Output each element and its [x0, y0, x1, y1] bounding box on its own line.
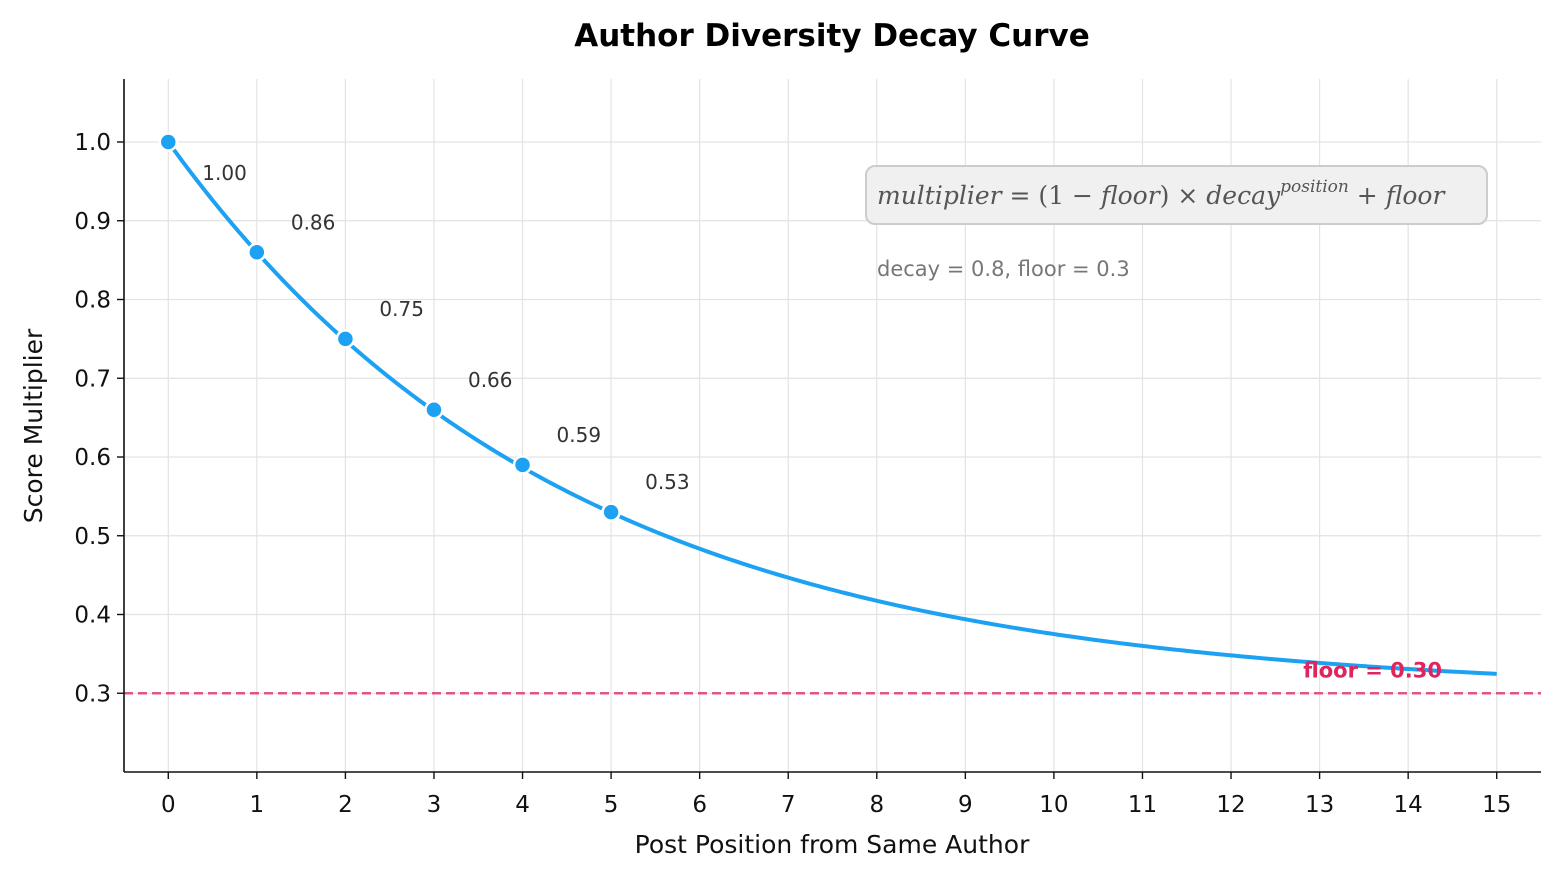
- data-point: [601, 502, 621, 522]
- x-tick-label: 11: [1128, 792, 1157, 818]
- x-tick-label: 13: [1305, 792, 1334, 818]
- y-tick-label: 0.3: [74, 681, 111, 707]
- y-tick-label: 0.6: [74, 445, 111, 471]
- x-tick-label: 0: [161, 792, 176, 818]
- x-tick-label: 6: [692, 792, 707, 818]
- formula-text: multiplier = (1 − floor) × decayposition…: [877, 177, 1446, 210]
- data-label: 0.53: [645, 470, 690, 494]
- params-text: decay = 0.8, floor = 0.3: [877, 257, 1130, 281]
- x-tick-label: 14: [1394, 792, 1423, 818]
- x-axis-title: Post Position from Same Author: [635, 830, 1030, 859]
- y-tick-label: 0.9: [74, 209, 111, 235]
- data-label: 0.59: [557, 423, 602, 447]
- x-tick-label: 5: [604, 792, 619, 818]
- y-tick-label: 0.8: [74, 288, 111, 314]
- data-label: 1.00: [202, 161, 247, 185]
- x-tick-label: 8: [869, 792, 884, 818]
- formula-box: multiplier = (1 − floor) × decayposition…: [865, 165, 1488, 225]
- x-tick-label: 2: [338, 792, 353, 818]
- decay-curve: [166, 140, 1497, 676]
- x-tick-label: 12: [1216, 792, 1245, 818]
- data-point: [335, 329, 356, 349]
- data-label: 0.66: [468, 368, 513, 392]
- floor-label: floor = 0.30: [1303, 658, 1442, 682]
- data-points: [158, 132, 621, 522]
- x-ticks: 0 1 2 3 4 5 6 7 8 9 10 11 12 13 14 15: [161, 772, 1511, 818]
- data-point: [158, 132, 179, 152]
- y-axis-title: Score Multiplier: [19, 328, 48, 523]
- data-labels: 1.00 0.86 0.75 0.66 0.59 0.53: [202, 161, 689, 494]
- data-point: [512, 455, 533, 475]
- x-tick-label: 1: [250, 792, 265, 818]
- x-tick-label: 9: [958, 792, 973, 818]
- y-tick-label: 0.7: [74, 366, 111, 392]
- y-tick-label: 1.0: [74, 130, 111, 156]
- x-tick-label: 10: [1039, 792, 1068, 818]
- chart-title: Author Diversity Decay Curve: [574, 18, 1090, 54]
- axes: [123, 79, 1541, 773]
- data-point: [247, 242, 267, 262]
- formula-box-background: [865, 165, 1488, 225]
- x-tick-label: 15: [1482, 792, 1511, 818]
- x-tick-label: 4: [515, 792, 530, 818]
- x-tick-label: 7: [781, 792, 796, 818]
- y-tick-label: 0.4: [74, 603, 111, 629]
- y-tick-label: 0.5: [74, 524, 111, 550]
- data-point: [424, 400, 444, 420]
- data-label: 0.75: [379, 297, 424, 321]
- x-tick-label: 3: [427, 792, 442, 818]
- data-label: 0.86: [291, 210, 336, 234]
- y-ticks: 0.3 0.4 0.5 0.6 0.7 0.8 0.9 1.0: [74, 130, 124, 707]
